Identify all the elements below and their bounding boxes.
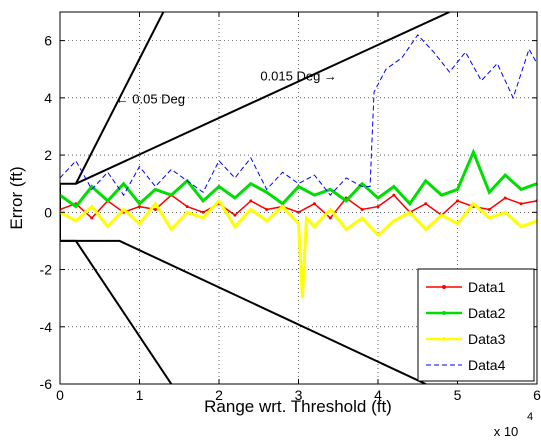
legend-label-data1: Data1 <box>468 279 506 295</box>
series-group <box>60 34 537 299</box>
series-point-data1 <box>376 205 380 209</box>
x-tick-label: 1 <box>136 387 144 403</box>
x-tick-label: 3 <box>295 387 303 403</box>
series-point-data1 <box>201 210 205 214</box>
series-point-data1 <box>328 216 332 220</box>
legend-label-data2: Data2 <box>468 305 506 321</box>
x-tick-label: 4 <box>374 387 382 403</box>
legend: Data1 Data2 Data3 Data4 <box>417 268 535 382</box>
series-point-data1 <box>249 199 253 203</box>
legend-label-data4: Data4 <box>468 357 506 373</box>
y-tick-label: 0 <box>44 204 52 220</box>
x-tick-label: 5 <box>454 387 462 403</box>
y-tick-label: 2 <box>44 147 52 163</box>
series-line-data4 <box>60 34 537 197</box>
series-point-data1 <box>233 213 237 217</box>
legend-marker-data2 <box>442 311 446 315</box>
legend-marker-data1 <box>442 285 446 289</box>
series-point-data1 <box>519 202 523 206</box>
series-point-data1 <box>312 202 316 206</box>
axis-ticks: 0 1 2 3 4 5 6 -6 -4 -2 0 2 4 6 <box>40 12 541 403</box>
series-point-data1 <box>487 207 491 211</box>
series-point-data1 <box>360 207 364 211</box>
x-axis-label: Range wrt. Threshold (ft) <box>204 397 392 416</box>
annotation-label: 0.015 Deg → <box>260 69 337 84</box>
series-point-data1 <box>392 193 396 197</box>
boundary-lines <box>60 12 450 384</box>
x-tick-label: 6 <box>533 387 541 403</box>
series-point-data1 <box>90 216 94 220</box>
x-exponent-power: 4 <box>527 411 533 423</box>
series-point-data1 <box>456 199 459 203</box>
annotation-label: ← 0.05 Deg <box>116 92 185 107</box>
y-tick-label: 6 <box>44 33 52 49</box>
y-tick-label: -4 <box>40 319 53 335</box>
series-point-data1 <box>265 207 269 211</box>
annotations: 0.015 Deg → ← 0.05 Deg <box>116 69 337 107</box>
boundary-line <box>75 12 450 185</box>
series-point-data1 <box>185 205 189 209</box>
legend-marker-data3 <box>442 337 446 341</box>
boundary-line <box>60 239 427 384</box>
series-point-data1 <box>503 196 507 200</box>
series-point-data1 <box>153 207 157 211</box>
series-point-data1 <box>297 210 300 214</box>
y-axis-label: Error (ft) <box>7 166 26 229</box>
series-line-data2 <box>60 148 537 209</box>
x-tick-label: 0 <box>56 387 64 403</box>
series-point-data1 <box>424 202 428 206</box>
legend-label-data3: Data3 <box>468 331 506 347</box>
y-tick-label: 4 <box>44 90 52 106</box>
x-tick-label: 2 <box>215 387 223 403</box>
series-line-data3 <box>60 198 537 299</box>
series-point-data1 <box>138 205 141 209</box>
x-exponent-label: x 10 <box>494 424 519 439</box>
y-tick-label: -6 <box>40 376 53 392</box>
y-tick-label: -2 <box>40 262 53 278</box>
